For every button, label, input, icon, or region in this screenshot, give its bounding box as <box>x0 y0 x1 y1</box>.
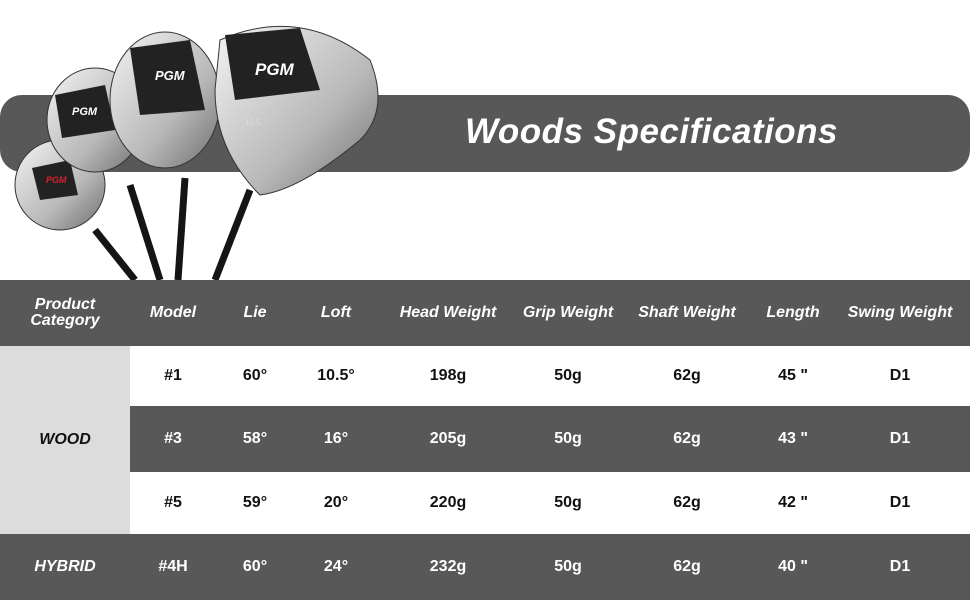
header-loft: Loft <box>294 280 378 346</box>
header-shaft-weight: Shaft Weight <box>618 280 756 346</box>
cell-swing-weight: D1 <box>830 534 970 600</box>
cell-grip-weight: 50g <box>518 472 618 534</box>
cell-lie: 58° <box>216 406 294 472</box>
cell-model: #3 <box>130 406 216 472</box>
header-head-weight: Head Weight <box>378 280 518 346</box>
header-swing-weight: Swing Weight <box>830 280 970 346</box>
header-grip-weight: Grip Weight <box>518 280 618 346</box>
svg-text:PGM: PGM <box>46 175 67 185</box>
cell-model: #1 <box>130 346 216 406</box>
cell-loft: 20° <box>294 472 378 534</box>
cell-shaft-weight: 62g <box>618 346 756 406</box>
cell-lie: 60° <box>216 534 294 600</box>
category-hybrid: HYBRID <box>0 534 130 600</box>
cell-grip-weight: 50g <box>518 406 618 472</box>
specifications-table: Product Category Model Lie Loft Head Wei… <box>0 280 970 600</box>
cell-lie: 60° <box>216 346 294 406</box>
category-wood: WOOD <box>0 346 130 534</box>
cell-swing-weight: D1 <box>830 472 970 534</box>
cell-swing-weight: D1 <box>830 346 970 406</box>
cell-length: 42 " <box>756 472 830 534</box>
table-row: WOOD #1 60° 10.5° 198g 50g 62g 45 " D1 <box>0 346 970 534</box>
table-row: #3 58° 16° 205g 50g 62g 43 " D1 <box>0 406 970 472</box>
cell-swing-weight: D1 <box>830 406 970 472</box>
cell-lie: 59° <box>216 472 294 534</box>
cell-model: #4H <box>130 534 216 600</box>
golf-clubs-image: PGM PGM PGM PGM 10.5 <box>14 25 379 280</box>
header-product-category: Product Category <box>0 280 130 346</box>
page-title: Woods Specifications <box>465 112 839 151</box>
table-row: HYBRID #4H 60° 24° 232g 50g 62g 40 " D1 <box>0 534 970 600</box>
header-model: Model <box>130 280 216 346</box>
cell-grip-weight: 50g <box>518 346 618 406</box>
svg-text:10.5: 10.5 <box>245 118 261 127</box>
club-head-driver: PGM 10.5 <box>214 25 379 196</box>
header-lie: Lie <box>216 280 294 346</box>
table-row: #5 59° 20° 220g 50g 62g 42 " D1 <box>0 472 970 534</box>
cell-loft: 10.5° <box>294 346 378 406</box>
cell-shaft-weight: 62g <box>618 472 756 534</box>
club-head-3: PGM <box>109 31 221 169</box>
cell-head-weight: 220g <box>378 472 518 534</box>
svg-text:PGM: PGM <box>155 68 186 83</box>
table-header-row: Product Category Model Lie Loft Head Wei… <box>0 280 970 346</box>
cell-model: #5 <box>130 472 216 534</box>
cell-loft: 24° <box>294 534 378 600</box>
cell-grip-weight: 50g <box>518 534 618 600</box>
cell-shaft-weight: 62g <box>618 534 756 600</box>
cell-head-weight: 205g <box>378 406 518 472</box>
cell-shaft-weight: 62g <box>618 406 756 472</box>
header-length: Length <box>756 280 830 346</box>
cell-length: 45 " <box>756 346 830 406</box>
svg-text:PGM: PGM <box>255 60 295 79</box>
cell-length: 43 " <box>756 406 830 472</box>
svg-text:PGM: PGM <box>72 106 98 118</box>
cell-length: 40 " <box>756 534 830 600</box>
cell-head-weight: 198g <box>378 346 518 406</box>
cell-head-weight: 232g <box>378 534 518 600</box>
club-shafts <box>92 177 254 280</box>
cell-loft: 16° <box>294 406 378 472</box>
